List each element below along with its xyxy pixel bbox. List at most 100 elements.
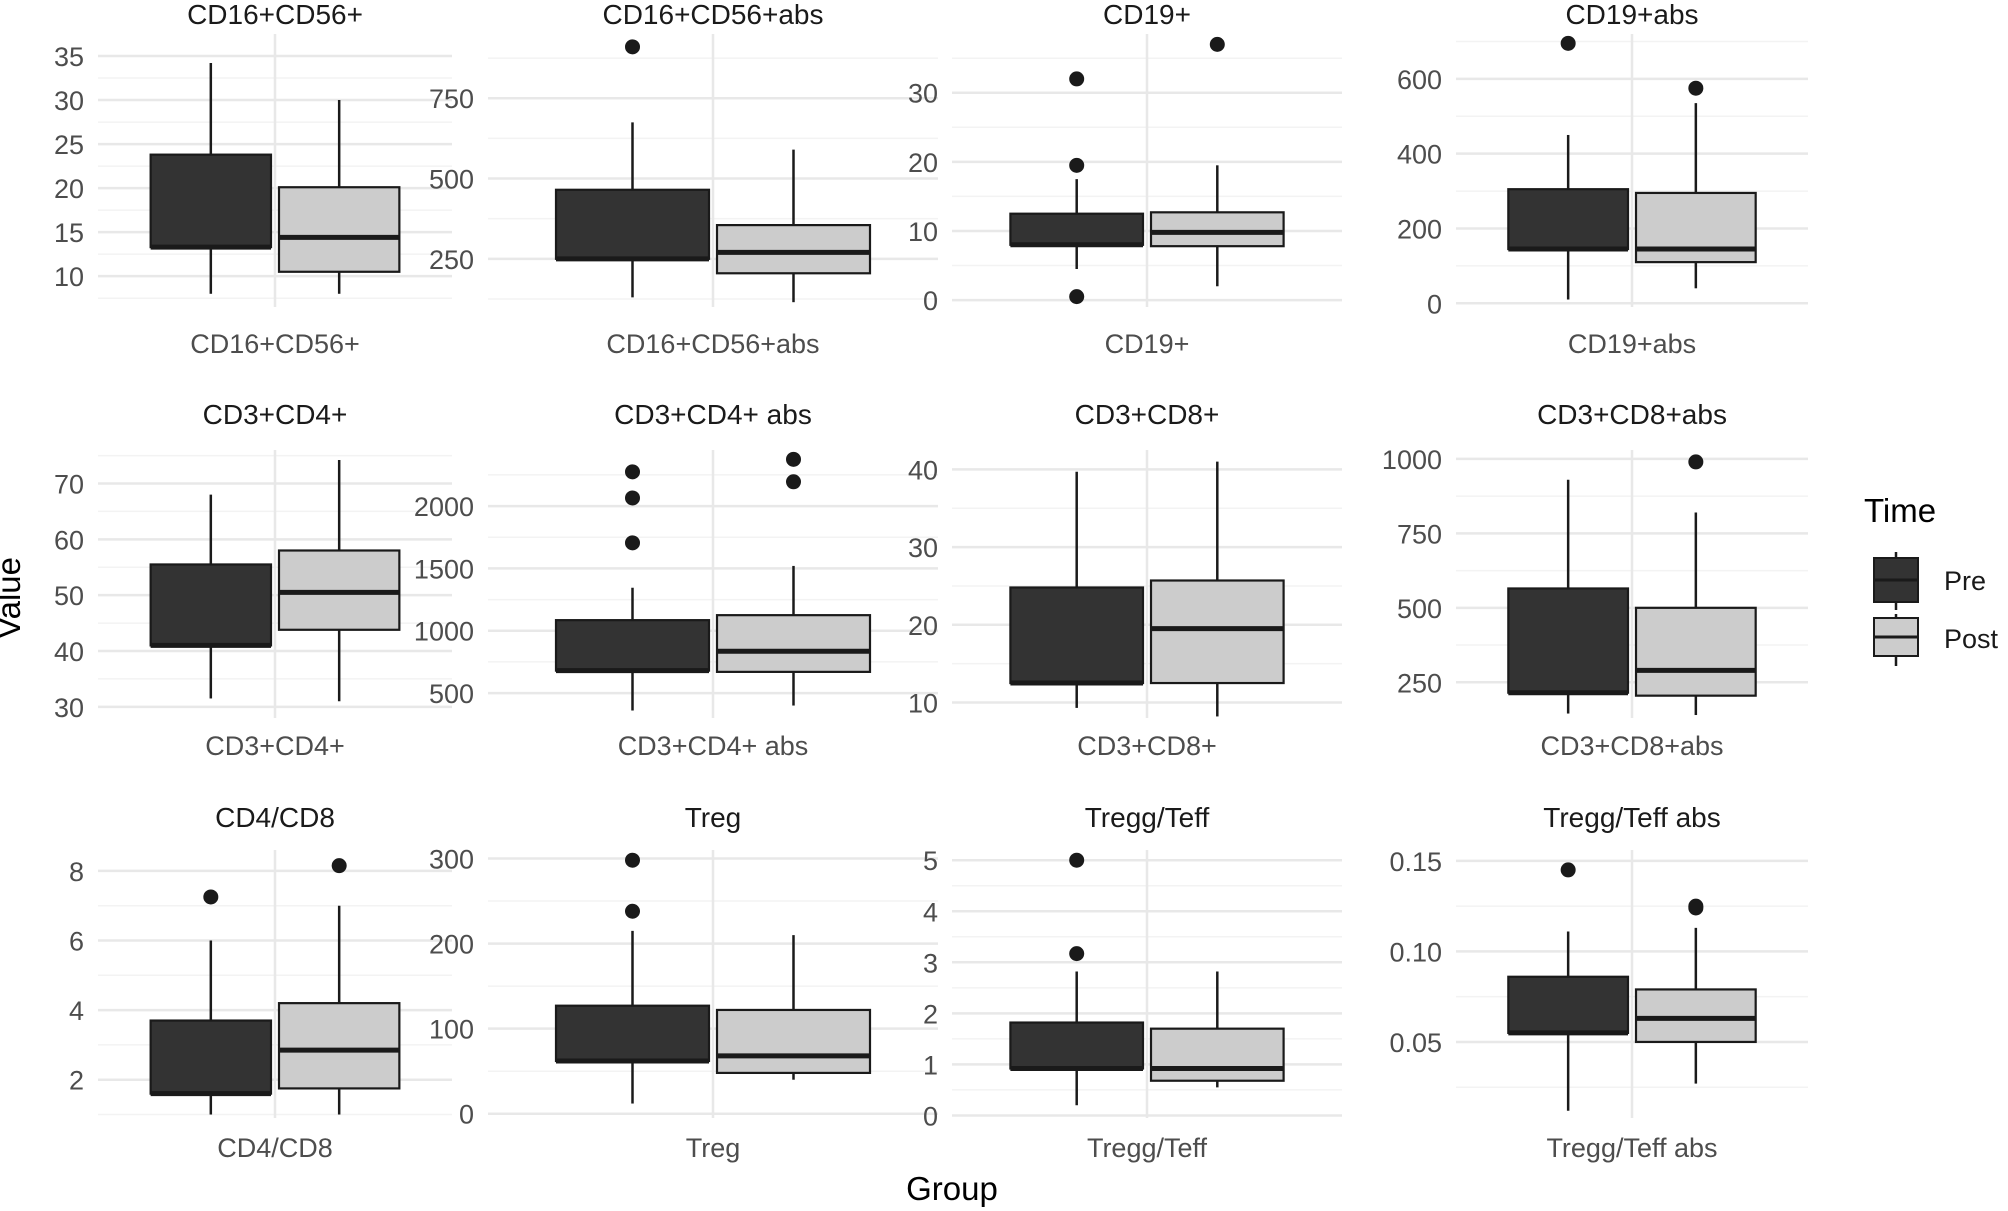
box-post [715,149,872,303]
y-tick-label: 20 [908,611,938,641]
outlier-point [625,535,640,551]
outlier-point [625,852,640,868]
panel-title: Tregg/Teff [1085,802,1210,833]
y-tick-label: 0 [1427,289,1442,319]
y-tick-label: 30 [908,533,938,563]
box-pre [149,889,273,1115]
box-iqr [1634,606,1757,697]
box-iqr [1507,188,1630,251]
panel-10: 0 100 200 300 Treg Treg [429,802,938,1163]
outlier-point [625,903,640,919]
box-iqr [1009,586,1145,685]
outlier-point [1688,454,1704,470]
x-category-label: CD3+CD8+abs [1540,731,1723,761]
y-tick-label: 0 [923,1101,938,1131]
x-category-label: CD4/CD8 [217,1133,333,1163]
y-tick-label: 20 [54,174,84,204]
y-tick-label: 6 [69,926,84,956]
panel-title: CD3+CD8+abs [1537,399,1727,430]
y-tick-label: 4 [69,996,84,1026]
y-tick-label: 200 [1397,214,1442,244]
y-tick-label: 25 [54,130,84,160]
y-tick-label: 100 [429,1015,474,1045]
outlier-point [331,858,347,874]
y-tick-label: 2 [69,1066,84,1096]
y-tick-label: 500 [429,165,474,195]
box-pre [149,63,273,294]
y-tick-label: 35 [54,42,84,72]
panels-layer: 101520253035CD16+CD56+CD16+CD56+25050075… [54,0,1808,1163]
y-tick-label: 500 [429,679,474,709]
y-tick-label: 600 [1397,65,1442,95]
box-iqr [554,619,711,672]
box-post [1634,898,1757,1084]
panel-title: CD19+abs [1565,0,1698,30]
panel-title: CD16+CD56+abs [602,0,823,30]
y-tick-label: 10 [54,262,84,292]
box-post [1634,80,1757,289]
box-pre [1009,852,1145,1106]
panel-title: CD16+CD56+ [187,0,363,30]
y-tick-label: 250 [1397,668,1442,698]
y-tick-label: 0.15 [1389,847,1442,877]
outlier-point [1688,898,1704,914]
panel-2: 250 500 750 CD16+CD56+abs CD16+CD56+abs [429,0,938,359]
box-post [1149,971,1285,1088]
y-axis-label: Value [0,557,27,639]
legend-key-pre [1873,552,1919,610]
y-tick-label: 20 [908,148,938,178]
outlier-point [1069,71,1085,87]
box-pre [1507,862,1630,1111]
y-tick-label: 10 [908,688,938,718]
box-pre [1009,71,1145,305]
panel-title: CD3+CD8+ [1075,399,1220,430]
y-tick-label: 3 [923,948,938,978]
outlier-point [786,451,801,467]
box-iqr [554,1004,711,1063]
box-post [277,460,401,702]
y-tick-label: 40 [908,455,938,485]
outlier-point [625,464,640,480]
y-tick-label: 15 [54,218,84,248]
panel-1: 10 15 20 25 30 35 CD16+CD56+ CD16+CD56+ [54,0,452,359]
x-category-label: CD3+CD4+ [205,731,345,761]
box-iqr [1634,988,1757,1044]
outlier-point [1560,35,1576,51]
x-category-label: CD3+CD8+ [1077,731,1217,761]
panel-12: 0.05 0.10 0.15 Tregg/Teff abs Tregg/Teff abs [1389,802,1808,1163]
box-iqr [1009,212,1145,246]
panel-title: Tregg/Teff abs [1543,802,1720,833]
y-tick-label: 70 [54,470,84,500]
box-pre [554,464,711,711]
panel-6: 500 1000 1500 2000 CD3+CD4+ abs CD3+CD4+ abs [414,399,938,761]
y-tick-label: 500 [1397,594,1442,624]
y-tick-label: 0.05 [1389,1028,1442,1058]
outlier-point [1209,36,1225,52]
panel-5: 30 40 50 60 70 CD3+CD4+ CD3+CD4+ [54,399,452,761]
outlier-point [625,39,640,55]
y-tick-label: 1000 [1382,445,1442,475]
legend-label-post: Post [1944,624,1999,654]
box-pre [554,39,711,298]
panel-title: CD19+ [1103,0,1191,30]
box-iqr [1149,579,1285,685]
y-tick-label: 50 [54,581,84,611]
y-tick-label: 4 [923,897,938,927]
y-tick-label: 10 [908,217,938,247]
x-category-label: CD19+abs [1568,329,1696,359]
box-iqr [1634,191,1757,264]
box-pre [1507,35,1630,300]
outlier-point [203,889,219,905]
y-tick-label: 0 [923,286,938,316]
box-iqr [149,1019,273,1095]
box-post [1149,461,1285,717]
panel-7: 10 20 30 40 CD3+CD8+ CD3+CD8+ [908,399,1342,761]
box-post [1149,36,1285,287]
box-iqr [554,188,711,260]
box-iqr [715,1008,872,1075]
box-pre [1507,479,1630,714]
box-pre [149,494,273,699]
x-category-label: Tregg/Teff [1087,1133,1208,1163]
box-iqr [149,153,273,249]
